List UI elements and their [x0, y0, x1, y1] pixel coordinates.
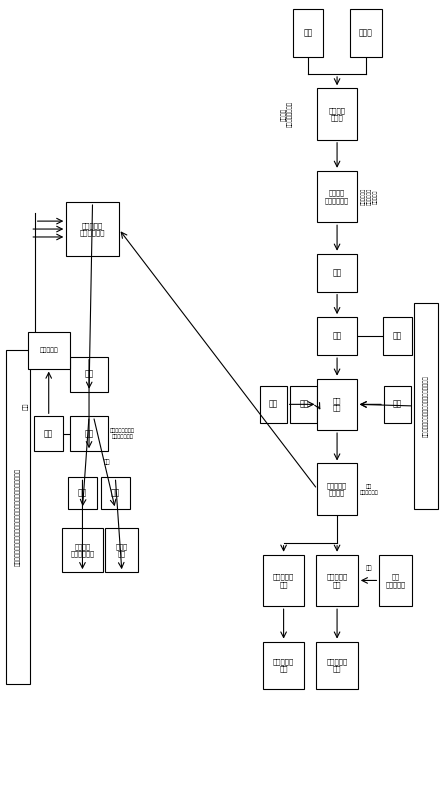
Text: 氧化
（加氯气）: 氧化 （加氯气） — [386, 573, 406, 587]
Text: 聚合硫酸铁
溶液: 聚合硫酸铁 溶液 — [273, 573, 294, 587]
Text: 氧化调节
（加双氧水）: 氧化调节 （加双氧水） — [325, 189, 349, 204]
FancyBboxPatch shape — [318, 317, 357, 355]
FancyBboxPatch shape — [318, 88, 357, 140]
Text: 废水循环水: 废水循环水 — [39, 348, 58, 353]
FancyBboxPatch shape — [318, 379, 357, 430]
Text: 铁粉正好溶完时停止加铁粉调节至溶液颜色: 铁粉正好溶完时停止加铁粉调节至溶液颜色 — [423, 375, 428, 437]
Text: 保险粉: 保险粉 — [359, 29, 373, 37]
Text: 聚合氯化铁
成品: 聚合氯化铁 成品 — [326, 658, 348, 673]
FancyBboxPatch shape — [318, 463, 357, 515]
FancyBboxPatch shape — [6, 350, 30, 684]
Text: 氧化: 氧化 — [366, 566, 372, 572]
FancyBboxPatch shape — [316, 642, 358, 689]
Text: 滤液: 滤液 — [333, 332, 342, 341]
FancyBboxPatch shape — [383, 317, 412, 355]
FancyBboxPatch shape — [316, 555, 358, 607]
Text: 聚合氯化铁
溶液: 聚合氯化铁 溶液 — [326, 573, 348, 587]
Text: 氧化（加双氧水）
过滤残渣继续用: 氧化（加双氧水） 过滤残渣继续用 — [110, 428, 135, 439]
FancyBboxPatch shape — [318, 170, 357, 222]
FancyBboxPatch shape — [379, 555, 412, 607]
Text: 氯气: 氯气 — [393, 400, 402, 409]
Text: 氧化: 氧化 — [103, 460, 110, 466]
Text: 反应: 反应 — [84, 429, 93, 438]
Text: 液硫: 液硫 — [78, 489, 87, 498]
Text: 第二步酸溶
反应过滤: 第二步酸溶 反应过滤 — [327, 482, 347, 497]
Text: 铁粉过量
（保证完全溶解）: 铁粉过量 （保证完全溶解） — [281, 101, 293, 127]
Text: 氧化产
液碱: 氧化产 液碱 — [116, 543, 128, 557]
Text: 废液: 废液 — [393, 332, 402, 341]
FancyBboxPatch shape — [101, 478, 130, 509]
Text: 入水: 入水 — [22, 402, 28, 410]
Text: 第一步酸
溶反应: 第一步酸 溶反应 — [329, 107, 346, 121]
Text: 第二步酸溶
（过滤残渣）: 第二步酸溶 （过滤残渣） — [80, 222, 105, 236]
Text: 三氧化铁
液体（产品）: 三氧化铁 液体（产品） — [71, 543, 94, 557]
FancyBboxPatch shape — [350, 10, 382, 57]
FancyBboxPatch shape — [66, 202, 119, 256]
FancyBboxPatch shape — [34, 416, 63, 451]
FancyBboxPatch shape — [263, 642, 304, 689]
Text: 聚合硫酸铁
成品: 聚合硫酸铁 成品 — [273, 658, 294, 673]
FancyBboxPatch shape — [293, 10, 323, 57]
FancyBboxPatch shape — [71, 357, 108, 392]
Text: 铁粉: 铁粉 — [299, 400, 308, 409]
FancyBboxPatch shape — [28, 332, 70, 369]
Text: 硫酸: 硫酸 — [303, 29, 313, 37]
FancyBboxPatch shape — [318, 254, 357, 291]
Text: 液碱: 液碱 — [111, 489, 120, 498]
Text: 滤液: 滤液 — [44, 429, 53, 438]
Text: 过滤: 过滤 — [84, 369, 93, 379]
FancyBboxPatch shape — [263, 555, 304, 607]
FancyBboxPatch shape — [62, 529, 103, 572]
Text: 铁粉
（循环利用）: 铁粉 （循环利用） — [360, 484, 379, 494]
Text: 反应
氧化: 反应 氧化 — [333, 397, 341, 412]
Text: 过滤: 过滤 — [333, 268, 342, 277]
Text: 铁粉正好溶完
时停止加铁粉
调节至溶液: 铁粉正好溶完 时停止加铁粉 调节至溶液 — [361, 188, 377, 205]
FancyBboxPatch shape — [71, 416, 108, 451]
FancyBboxPatch shape — [290, 386, 318, 423]
Text: 盐酸: 盐酸 — [269, 400, 278, 409]
FancyBboxPatch shape — [414, 302, 437, 509]
FancyBboxPatch shape — [384, 386, 411, 423]
FancyBboxPatch shape — [259, 386, 287, 423]
FancyBboxPatch shape — [68, 478, 97, 509]
Text: 利用铁粉两步法酸溶联合生产聚合硫酸铁和三氯化铁工艺流程图: 利用铁粉两步法酸溶联合生产聚合硫酸铁和三氯化铁工艺流程图 — [15, 468, 21, 566]
FancyBboxPatch shape — [105, 529, 138, 572]
